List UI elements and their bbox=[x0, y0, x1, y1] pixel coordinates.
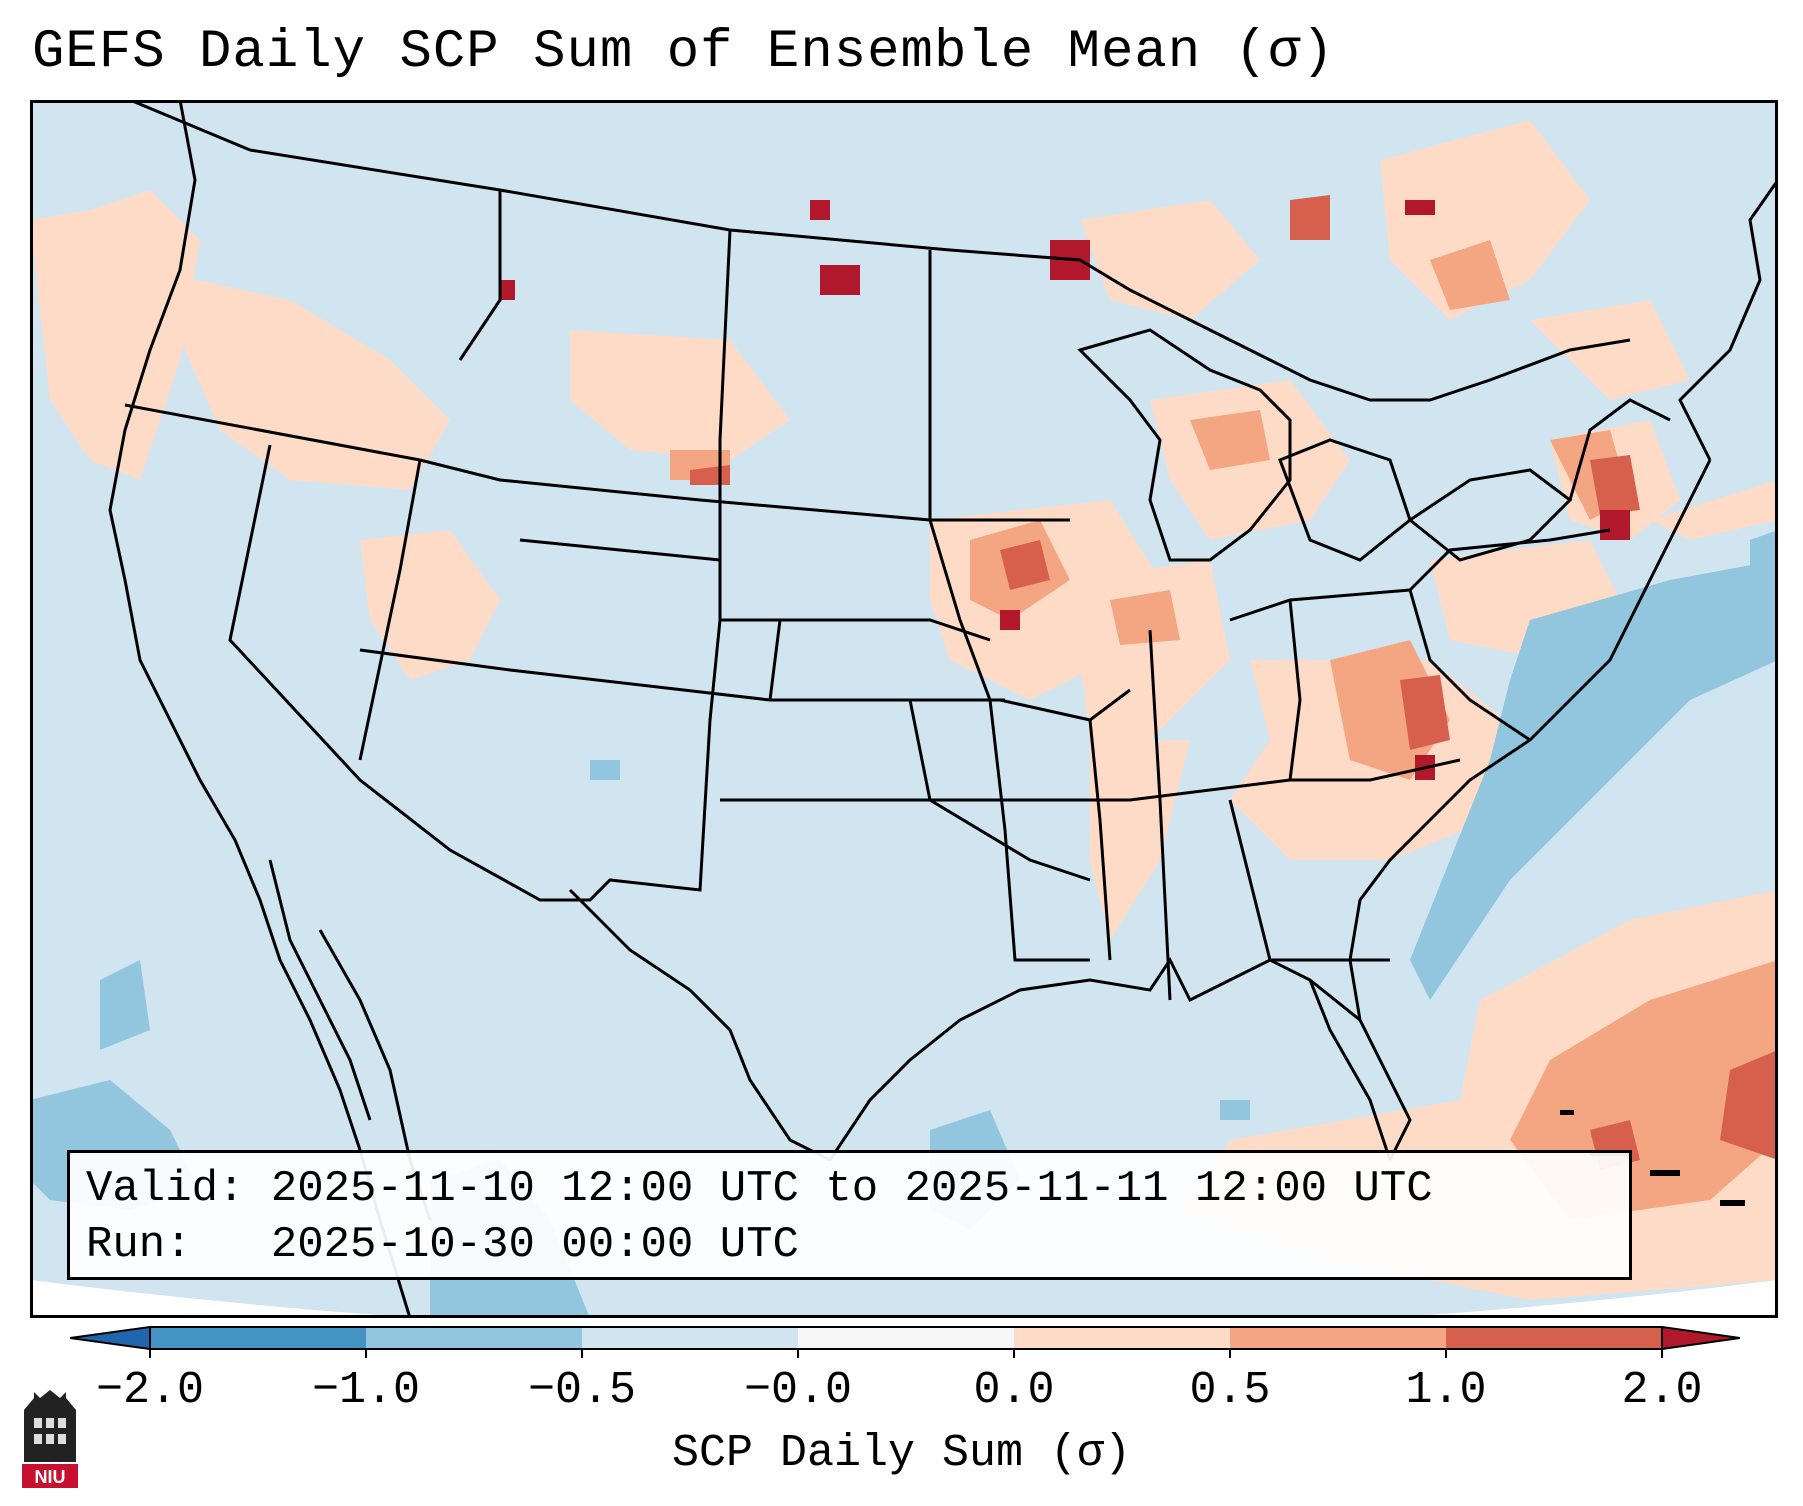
domain-edge bbox=[30, 1280, 1778, 1318]
colorbar-bin-2 bbox=[366, 1327, 582, 1349]
logo-text: NIU bbox=[35, 1467, 66, 1487]
colorbar-bin-6 bbox=[1230, 1327, 1446, 1349]
map-frame bbox=[30, 100, 1778, 1318]
tick-label: −2.0 bbox=[95, 1365, 205, 1416]
colorbar-bin-5 bbox=[1014, 1327, 1230, 1349]
tick-label: 0.5 bbox=[1189, 1365, 1271, 1416]
colorbar-frame bbox=[149, 1326, 1663, 1350]
colorbar bbox=[70, 1325, 1740, 1358]
niu-logo-icon: NIU bbox=[22, 1390, 78, 1488]
tick-label: 1.0 bbox=[1405, 1365, 1487, 1416]
us-canada-border bbox=[249, 148, 1631, 402]
tick-label: −0.0 bbox=[743, 1365, 853, 1416]
tick-label: −1.0 bbox=[311, 1365, 421, 1416]
valid-value: 2025-11-10 12:00 UTC to 2025-11-11 12:00… bbox=[270, 1164, 1433, 1214]
colorbar-title: SCP Daily Sum (σ) bbox=[671, 1428, 1132, 1479]
colorbar-ticks bbox=[149, 1349, 1663, 1358]
great-lakes bbox=[1077, 328, 1292, 562]
map-title: GEFS Daily SCP Sum of Ensemble Mean (σ) bbox=[32, 22, 1335, 83]
scp-map bbox=[30, 100, 1778, 1318]
boundaries bbox=[108, 100, 1778, 1318]
valid-run-info-box: Valid: 2025-11-10 12:00 UTC to 2025-11-1… bbox=[67, 1150, 1632, 1280]
colorbar-bin-4 bbox=[798, 1327, 1014, 1349]
valid-label: Valid: bbox=[86, 1164, 245, 1214]
colorbar-bin-1 bbox=[150, 1327, 366, 1349]
run-value: 2025-10-30 00:00 UTC bbox=[270, 1220, 799, 1270]
positive-anomaly-strong bbox=[690, 195, 1778, 1170]
colorbar-low-extend bbox=[70, 1325, 151, 1351]
tick-label: 2.0 bbox=[1621, 1365, 1703, 1416]
run-label: Run: bbox=[86, 1220, 192, 1270]
tick-label: 0.0 bbox=[973, 1365, 1055, 1416]
colorbar-bin-3 bbox=[582, 1327, 798, 1349]
tick-label: −0.5 bbox=[527, 1365, 637, 1416]
positive-anomaly-extreme bbox=[500, 200, 1630, 780]
coastline-outline bbox=[108, 100, 412, 1318]
colorbar-bin-7 bbox=[1446, 1327, 1662, 1349]
colorbar-high-extend bbox=[1661, 1325, 1740, 1351]
